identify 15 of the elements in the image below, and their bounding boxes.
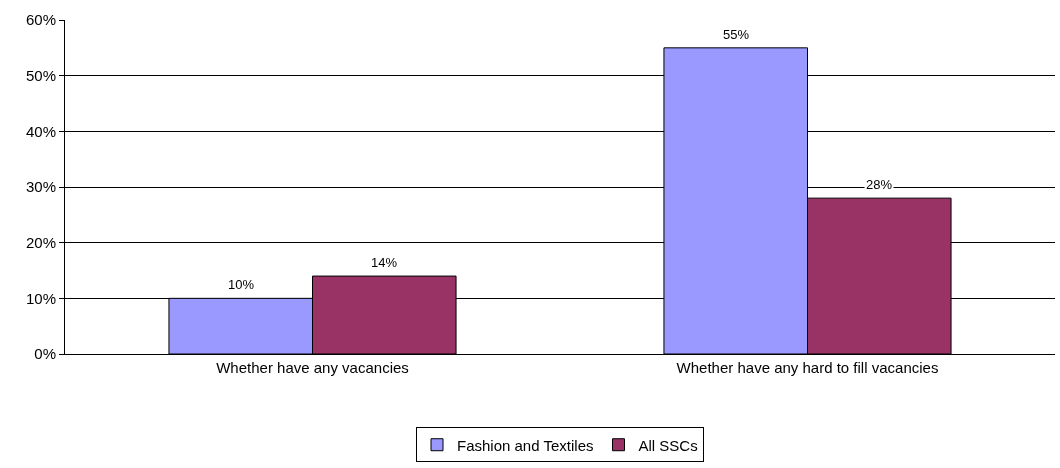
y-tick-label: 50% <box>25 66 56 84</box>
y-tick-label: 20% <box>25 233 56 251</box>
legend-label: Fashion and Textiles <box>457 436 594 454</box>
y-tick-label: 60% <box>25 11 56 29</box>
x-tick-label: Whether have any vacancies <box>216 359 409 376</box>
data-label: 28% <box>866 177 893 192</box>
y-tick-label: 30% <box>25 178 56 196</box>
y-tick-label: 10% <box>25 289 56 307</box>
y-tick-label: 40% <box>25 122 56 140</box>
data-label: 55% <box>723 27 750 42</box>
legend-label: All SSCs <box>638 436 698 454</box>
data-label: 10% <box>228 277 255 292</box>
x-tick-label: Whether have any hard to fill vacancies <box>676 359 939 376</box>
data-label: 14% <box>371 255 398 270</box>
y-tick-label: 0% <box>34 345 56 363</box>
